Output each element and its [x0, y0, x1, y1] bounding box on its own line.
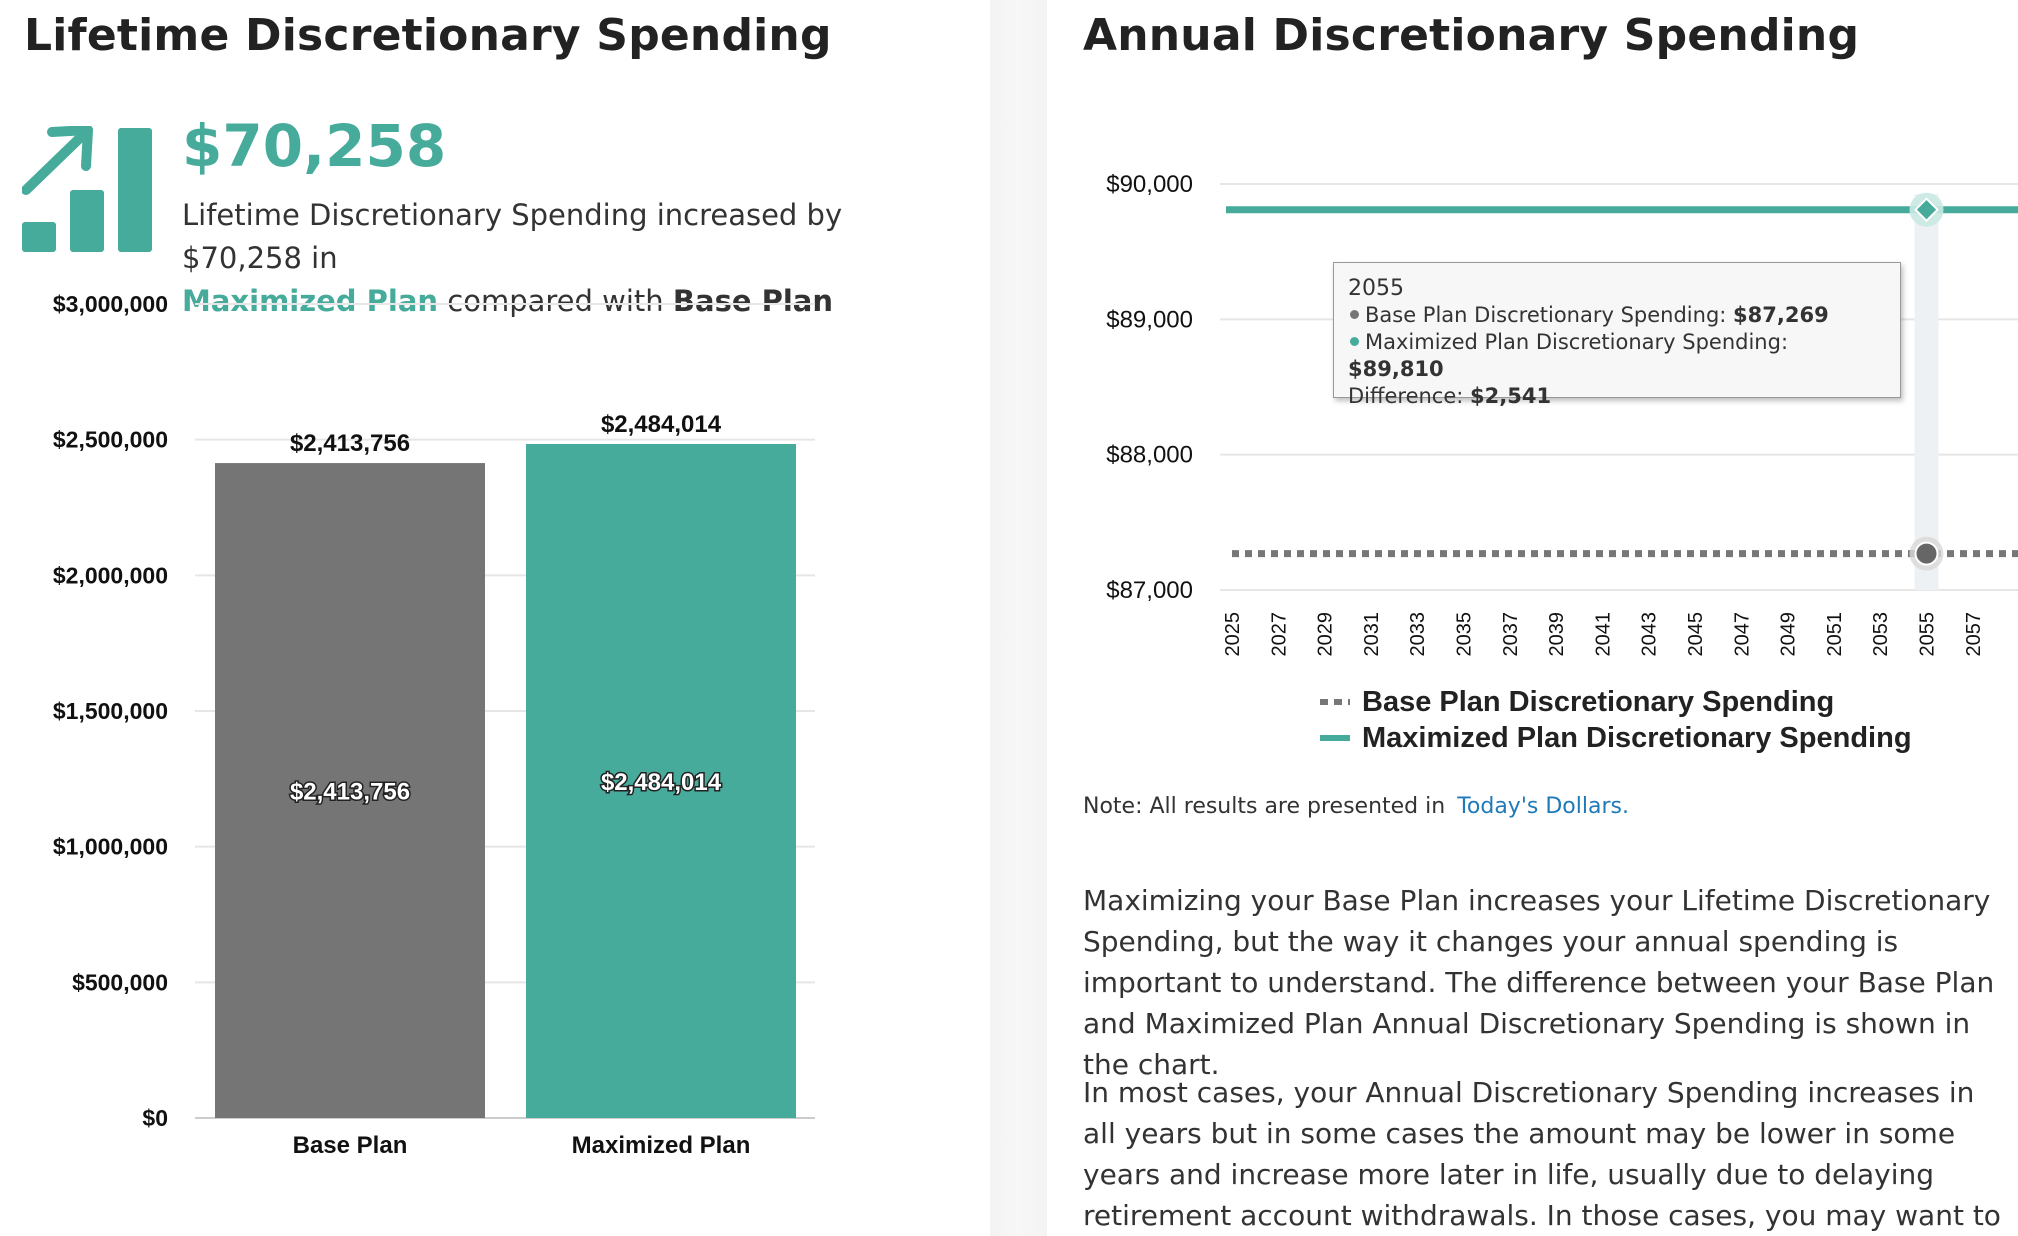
chart-legend: Base Plan Discretionary Spending Maximiz… [1320, 684, 1912, 756]
tooltip-diff-label: Difference: [1348, 384, 1464, 408]
base-dot-icon [1350, 310, 1359, 319]
bar-maximized-plan [526, 444, 796, 1118]
dollars-note: Note: All results are presented in Today'… [1083, 794, 1629, 819]
lifetime-bar-chart: $0 $500,000 $1,000,000 $1,500,000 $2,000,000… [53, 291, 815, 1159]
bar-base-plan [215, 463, 485, 1119]
bar-y-tick-label: $1,000,000 [53, 834, 168, 860]
legend-item-base[interactable]: Base Plan Discretionary Spending [1320, 684, 1912, 720]
maximized-plan-term: Maximized Plan [182, 284, 439, 318]
lifetime-title: Lifetime Discretionary Spending [24, 10, 832, 61]
bar-y-tick-label: $500,000 [72, 969, 168, 995]
bar-inside-value-label: $2,413,756 [290, 779, 410, 806]
bar-category-label: Base Plan [293, 1132, 408, 1159]
bar-y-tick-label: $1,500,000 [53, 698, 168, 724]
lifetime-panel: Lifetime Discretionary Spending $70,258 … [0, 0, 990, 1236]
tooltip-diff-value: $2,541 [1470, 384, 1552, 408]
bar-category-label: Maximized Plan [572, 1132, 751, 1159]
bar-y-tick-label: $3,000,000 [53, 291, 168, 317]
annual-panel: Annual Discretionary Spending [1047, 0, 2018, 1236]
note-text: Note: All results are presented in [1083, 794, 1446, 819]
legend-base-label: Base Plan Discretionary Spending [1362, 685, 1835, 718]
solid-line-icon [1320, 735, 1350, 741]
tooltip-year: 2055 [1348, 276, 1404, 301]
todays-dollars-link[interactable]: Today's Dollars. [1457, 794, 1629, 819]
growth-chart-icon [22, 126, 152, 252]
tooltip-max-value: $89,810 [1348, 357, 1444, 381]
base-plan-term: Base Plan [672, 284, 833, 318]
bar-top-value-label: $2,413,756 [290, 430, 410, 457]
tooltip-base-value: $87,269 [1733, 303, 1829, 327]
bar-y-tick-label: $2,000,000 [53, 562, 168, 588]
legend-max-label: Maximized Plan Discretionary Spending [1362, 721, 1912, 754]
bar-top-value-label: $2,484,014 [601, 411, 722, 438]
bar-y-tick-label: $2,500,000 [53, 427, 168, 453]
lifetime-summary: Lifetime Discretionary Spending increase… [182, 194, 962, 323]
tooltip-base-label: Base Plan Discretionary Spending: [1365, 303, 1727, 327]
tooltip-max-label: Maximized Plan Discretionary Spending: [1365, 330, 1789, 354]
dotted-line-icon [1320, 699, 1350, 705]
explanation-paragraph-2: In most cases, your Annual Discretionary… [1083, 1076, 2001, 1232]
summary-prefix: Lifetime Discretionary Spending increase… [182, 198, 843, 275]
annual-title: Annual Discretionary Spending [1083, 10, 1860, 61]
summary-middle: compared with [447, 284, 664, 318]
max-dot-icon [1350, 337, 1359, 346]
bar-inside-value-label: $2,484,014 [601, 769, 722, 796]
explanation-paragraph-1: Maximizing your Base Plan increases your… [1083, 884, 1995, 1081]
lifetime-increase-value: $70,258 [182, 112, 447, 180]
chart-tooltip: 2055 Base Plan Discretionary Spending: $… [1333, 262, 1901, 408]
legend-item-max[interactable]: Maximized Plan Discretionary Spending [1320, 720, 1912, 756]
bar-y-tick-label: $0 [142, 1105, 168, 1131]
panel-divider [990, 0, 1047, 1236]
